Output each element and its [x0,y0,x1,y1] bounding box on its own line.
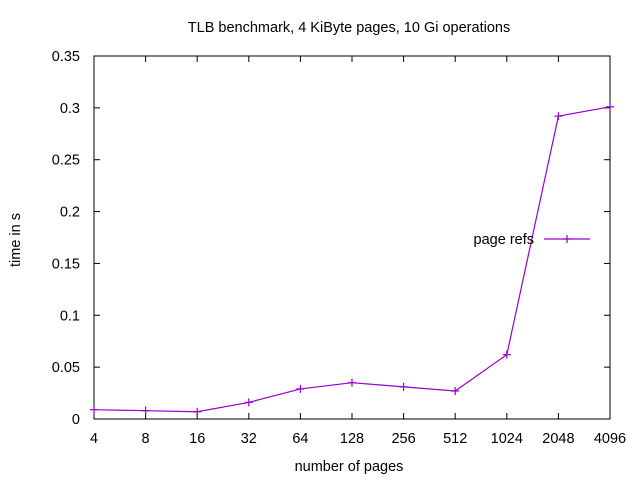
x-tick-label: 8 [142,431,150,447]
x-tick-label: 1024 [491,431,523,447]
y-tick-label: 0.15 [52,256,80,272]
axis-ticks [93,55,611,420]
series-line [93,106,611,413]
x-tick-label: 64 [292,431,308,447]
data-point [348,378,356,387]
data-point [244,398,253,407]
data-point [399,382,408,391]
x-tick-labels: 4 8 16 32 64 128 256 512 1024 2048 4096 [90,431,626,447]
x-tick-label: 4 [90,431,98,447]
y-tick-label: 0.25 [52,153,80,169]
data-point [502,350,511,359]
data-point [193,407,202,416]
legend-label: page refs [474,232,534,248]
data-point [296,384,305,393]
data-point [141,406,150,415]
y-tick-label: 0.2 [60,205,80,221]
x-tick-label: 128 [340,431,364,447]
series-layer [90,102,614,416]
y-tick-label: 0.3 [60,101,80,117]
y-axis-label: time in s [8,213,24,267]
data-point [451,386,460,395]
y-tick-label: 0.05 [52,360,80,376]
y-tick-labels: 0 0.05 0.1 0.15 0.2 0.25 0.3 0.35 [52,49,80,428]
x-tick-label: 32 [241,431,257,447]
x-tick-label: 16 [189,431,205,447]
data-point [90,405,98,414]
data-point [606,102,614,111]
chart-title: TLB benchmark, 4 KiByte pages, 10 Gi ope… [188,20,510,36]
y-tick-label: 0.1 [60,308,80,324]
y-tick-label: 0.35 [52,49,80,65]
legend-marker [563,235,571,243]
x-tick-label: 512 [443,431,467,447]
x-tick-label: 4096 [594,431,626,447]
x-tick-label: 256 [391,431,415,447]
x-tick-label: 2048 [542,431,574,447]
legend: page refs [474,232,590,248]
y-tick-label: 0 [72,412,80,428]
data-point [554,112,563,121]
x-axis-label: number of pages [295,459,404,475]
